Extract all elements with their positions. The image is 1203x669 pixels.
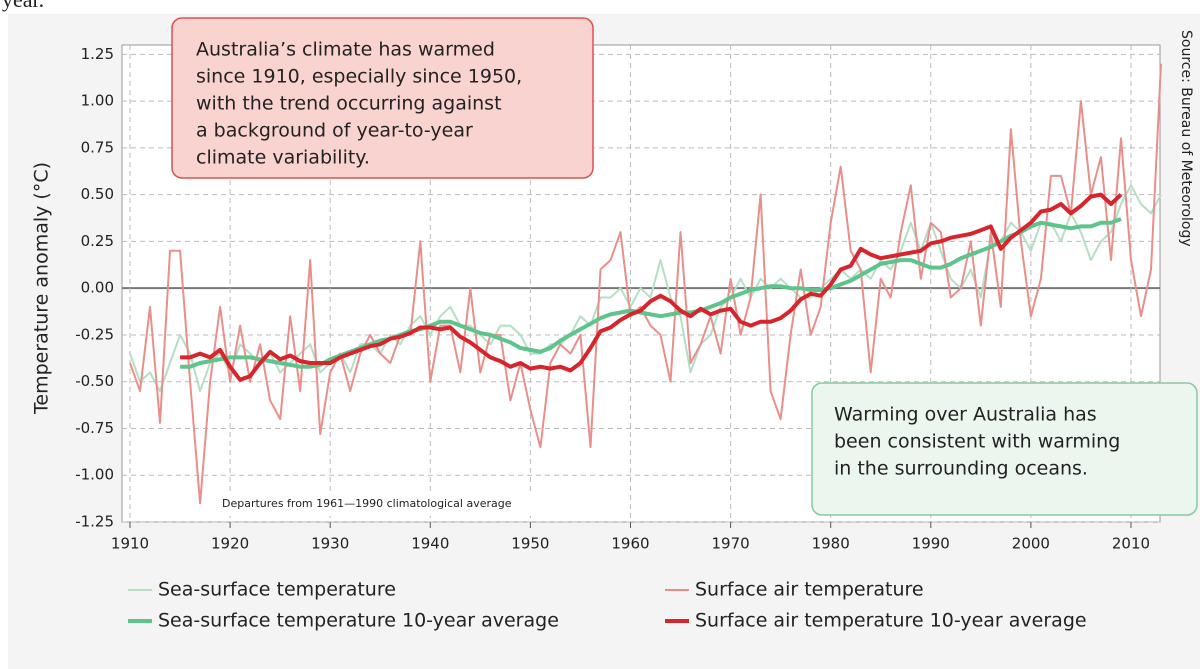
x-tick-label: 1970 xyxy=(711,535,749,553)
note-box xyxy=(215,492,560,516)
series-line xyxy=(180,217,1122,369)
source: Source: Bureau of Meteorology xyxy=(1178,30,1194,247)
x-tick-label: 1940 xyxy=(411,535,449,553)
legend-label: Sea-surface temperature xyxy=(158,579,396,601)
legend-label: Surface air temperature 10-year average xyxy=(695,610,1087,632)
x-tick-label: 1930 xyxy=(311,535,349,553)
note: Departures from 1961—1990 climatological… xyxy=(222,497,512,510)
y-tick-label: 1.00 xyxy=(81,92,114,110)
annotation-box xyxy=(171,17,594,179)
top-text: year. xyxy=(2,0,44,12)
annotation-text: Australia’s climate has warmed xyxy=(196,39,495,61)
x-tick-label: 2000 xyxy=(1012,535,1050,553)
y-tick-label: 0.50 xyxy=(81,185,114,203)
annotation-text: in the surrounding oceans. xyxy=(834,458,1088,480)
annotation-text: since 1910, especially since 1950, xyxy=(196,66,522,88)
y-tick-label: 0.25 xyxy=(81,232,114,250)
x-tick-label: 1960 xyxy=(611,535,649,553)
annotation-text: with the trend occurring against xyxy=(196,93,502,115)
annotation-text: a background of year-to-year xyxy=(196,120,473,142)
x-tick-label: 1910 xyxy=(111,535,149,553)
y-axis-label: Temperature anomaly (°C) xyxy=(31,162,53,415)
legend-label: Sea-surface temperature 10-year average xyxy=(158,610,559,632)
x-tick-label: 2010 xyxy=(1112,535,1150,553)
series-line xyxy=(180,192,1123,382)
x-tick-label: 1980 xyxy=(812,535,850,553)
annotation-box xyxy=(811,382,1198,516)
annotation-text: been consistent with warming xyxy=(834,431,1120,453)
x-tick-label: 1990 xyxy=(912,535,950,553)
y-tick-label: -0.50 xyxy=(75,372,114,390)
y-tick-label: -1.00 xyxy=(75,466,114,484)
annotation-text: climate variability. xyxy=(196,147,370,169)
x-tick-label: 1920 xyxy=(211,535,249,553)
y-tick-label: -1.25 xyxy=(75,513,114,531)
y-tick-label: -0.25 xyxy=(75,325,114,343)
y-tick-label: 0.00 xyxy=(81,279,114,297)
x-tick-label: 1950 xyxy=(511,535,549,553)
y-tick-label: 1.25 xyxy=(81,45,114,63)
annotation-text: Warming over Australia has xyxy=(834,404,1097,426)
legend-label: Surface air temperature xyxy=(695,579,924,601)
y-tick-label: 0.75 xyxy=(81,138,114,156)
y-tick-label: -0.75 xyxy=(75,419,114,437)
